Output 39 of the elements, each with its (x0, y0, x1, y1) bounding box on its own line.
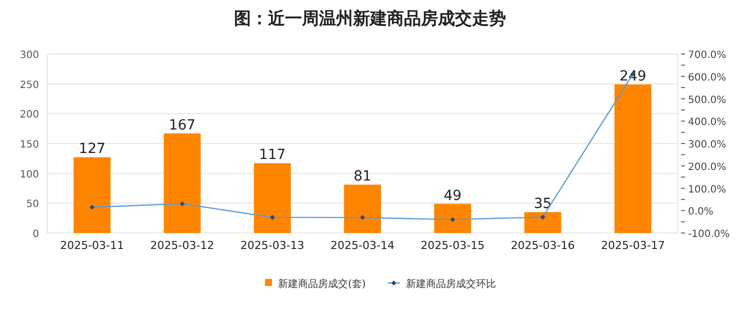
bar (524, 212, 562, 233)
bar (614, 84, 652, 233)
y-tick-label: 50 (26, 199, 39, 210)
y2-tick-label: 500.0% (688, 94, 726, 106)
bar (164, 133, 201, 233)
y2-tick-label: 700.0% (688, 50, 726, 61)
data-label: 167 (168, 117, 196, 134)
x-tick-label: 2025-03-13 (240, 239, 304, 252)
x-tick-label: 2025-03-14 (330, 239, 394, 252)
x-tick-label: 2025-03-17 (600, 239, 665, 252)
y2-tick-label: 400.0% (688, 117, 726, 128)
data-label: 127 (78, 141, 106, 158)
legend-label: 新建商品房成交环比 (406, 278, 496, 290)
y-tick-label: 150 (20, 140, 39, 150)
bar (434, 204, 472, 233)
data-label: 35 (534, 196, 552, 212)
y-tick-label: 250 (20, 80, 39, 91)
bar (74, 157, 111, 233)
y2-tick-label: 300.0% (688, 140, 726, 150)
x-tick-label: 2025-03-11 (60, 239, 124, 252)
y-tick-label: 100 (20, 169, 39, 180)
y2-tick-label: 200.0% (688, 162, 726, 173)
bar (254, 163, 291, 233)
data-label: 81 (354, 168, 372, 185)
chart-title: 图：近一周温州新建商品房成交走势 (234, 9, 506, 29)
y2-tick-label: 100.0% (688, 184, 726, 196)
x-tick-label: 2025-03-15 (420, 239, 485, 252)
x-tick-label: 2025-03-16 (510, 239, 575, 252)
y2-tick-label: 600.0% (688, 72, 726, 84)
x-tick-label: 2025-03-12 (150, 239, 214, 252)
y-tick-label: 200 (20, 110, 39, 121)
y-tick-label: 300 (20, 50, 39, 61)
legend-label: 新建商品房成交(套) (278, 278, 366, 290)
data-label: 49 (444, 188, 462, 204)
y2-tick-label: 0.0% (688, 206, 714, 218)
bar (344, 184, 381, 233)
y-tick-label: 0 (32, 229, 39, 240)
data-label: 117 (258, 147, 286, 164)
y2-tick-label: -100.0% (688, 229, 730, 240)
